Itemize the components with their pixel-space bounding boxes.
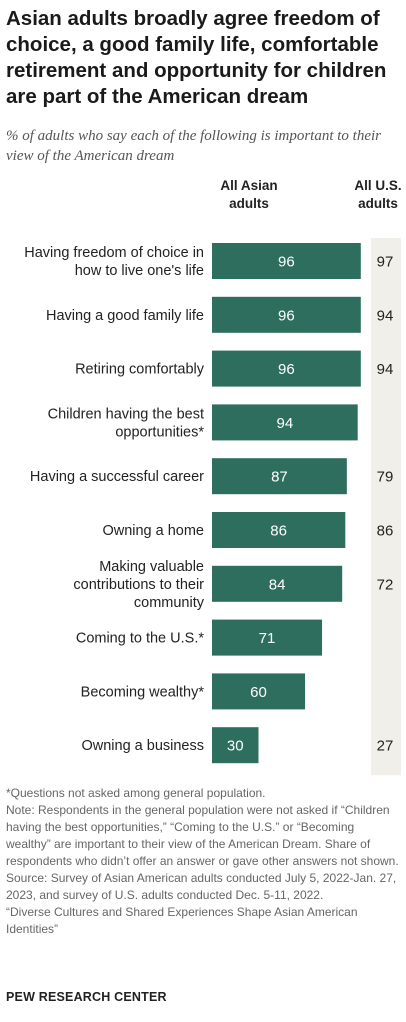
category-label: contributions to their: [73, 577, 204, 593]
category-label: Becoming wealthy*: [81, 684, 205, 700]
us-adults-value: 97: [377, 254, 394, 271]
bar-value-label: 30: [227, 738, 244, 755]
bar-value-label: 96: [278, 254, 295, 271]
footnote-report: “Diverse Cultures and Shared Experiences…: [6, 905, 358, 936]
us-adults-value: 86: [377, 523, 394, 540]
bar-value-label: 96: [278, 361, 295, 378]
footnote-note: Note: Respondents in the general populat…: [6, 803, 399, 868]
bar-value-label: 86: [270, 523, 287, 540]
us-adults-value: 72: [377, 576, 394, 593]
footnote-source: Source: Survey of Asian American adults …: [6, 871, 397, 902]
category-label: how to live one's life: [75, 263, 204, 279]
bar-asian-adults: [212, 404, 358, 441]
bar-asian-adults: [212, 350, 361, 387]
bar-asian-adults: [212, 243, 361, 279]
bar-asian-adults: [212, 565, 343, 602]
notes-block: *Questions not asked among general popul…: [6, 785, 402, 938]
category-label: Having a successful career: [30, 469, 204, 485]
bar-asian-adults: [212, 458, 347, 495]
us-adults-value: 79: [377, 469, 394, 486]
category-label: Children having the best: [48, 406, 204, 422]
category-label: opportunities*: [115, 424, 204, 440]
bar-asian-adults: [212, 512, 346, 548]
bar-asian-adults: [212, 673, 305, 710]
bar-value-label: 94: [277, 415, 294, 432]
category-label: Making valuable: [99, 559, 204, 575]
bar-chart: All Asian adults All U.S. adults Having free…: [24, 178, 402, 776]
us-adults-value: 94: [377, 307, 394, 324]
chart-title: Asian adults broadly agree freedom of ch…: [6, 7, 387, 108]
bar-value-label: 96: [278, 307, 295, 324]
category-label: Retiring comfortably: [75, 362, 205, 378]
category-label: Having a good family life: [46, 308, 204, 324]
column-header-asian-line: adults: [229, 196, 269, 211]
chart-subtitle: % of adults who say each of the followin…: [6, 128, 381, 164]
bar-value-label: 71: [259, 630, 276, 647]
category-label: Owning a home: [102, 523, 204, 539]
bar-value-label: 60: [250, 684, 267, 701]
footnote-asterisk: *Questions not asked among general popul…: [6, 786, 266, 800]
bar-asian-adults: [212, 619, 323, 656]
brand-name: PEW RESEARCH CENTER: [6, 990, 167, 1004]
category-label: Owning a business: [81, 738, 204, 754]
us-column-background: [371, 238, 401, 776]
column-header-asian-line: All Asian: [220, 178, 277, 193]
bar-value-label: 84: [269, 576, 286, 593]
bar-asian-adults: [212, 296, 361, 333]
bar-value-label: 87: [271, 469, 288, 486]
column-header-us-line: adults: [358, 196, 398, 211]
category-label: community: [134, 595, 205, 611]
us-adults-value: 27: [377, 738, 394, 755]
bar-asian-adults: [212, 727, 259, 764]
us-adults-value: 94: [377, 361, 394, 378]
category-label: Coming to the U.S.*: [76, 631, 204, 647]
category-label: Having freedom of choice in: [24, 245, 204, 261]
column-header-us-line: All U.S.: [354, 178, 401, 193]
